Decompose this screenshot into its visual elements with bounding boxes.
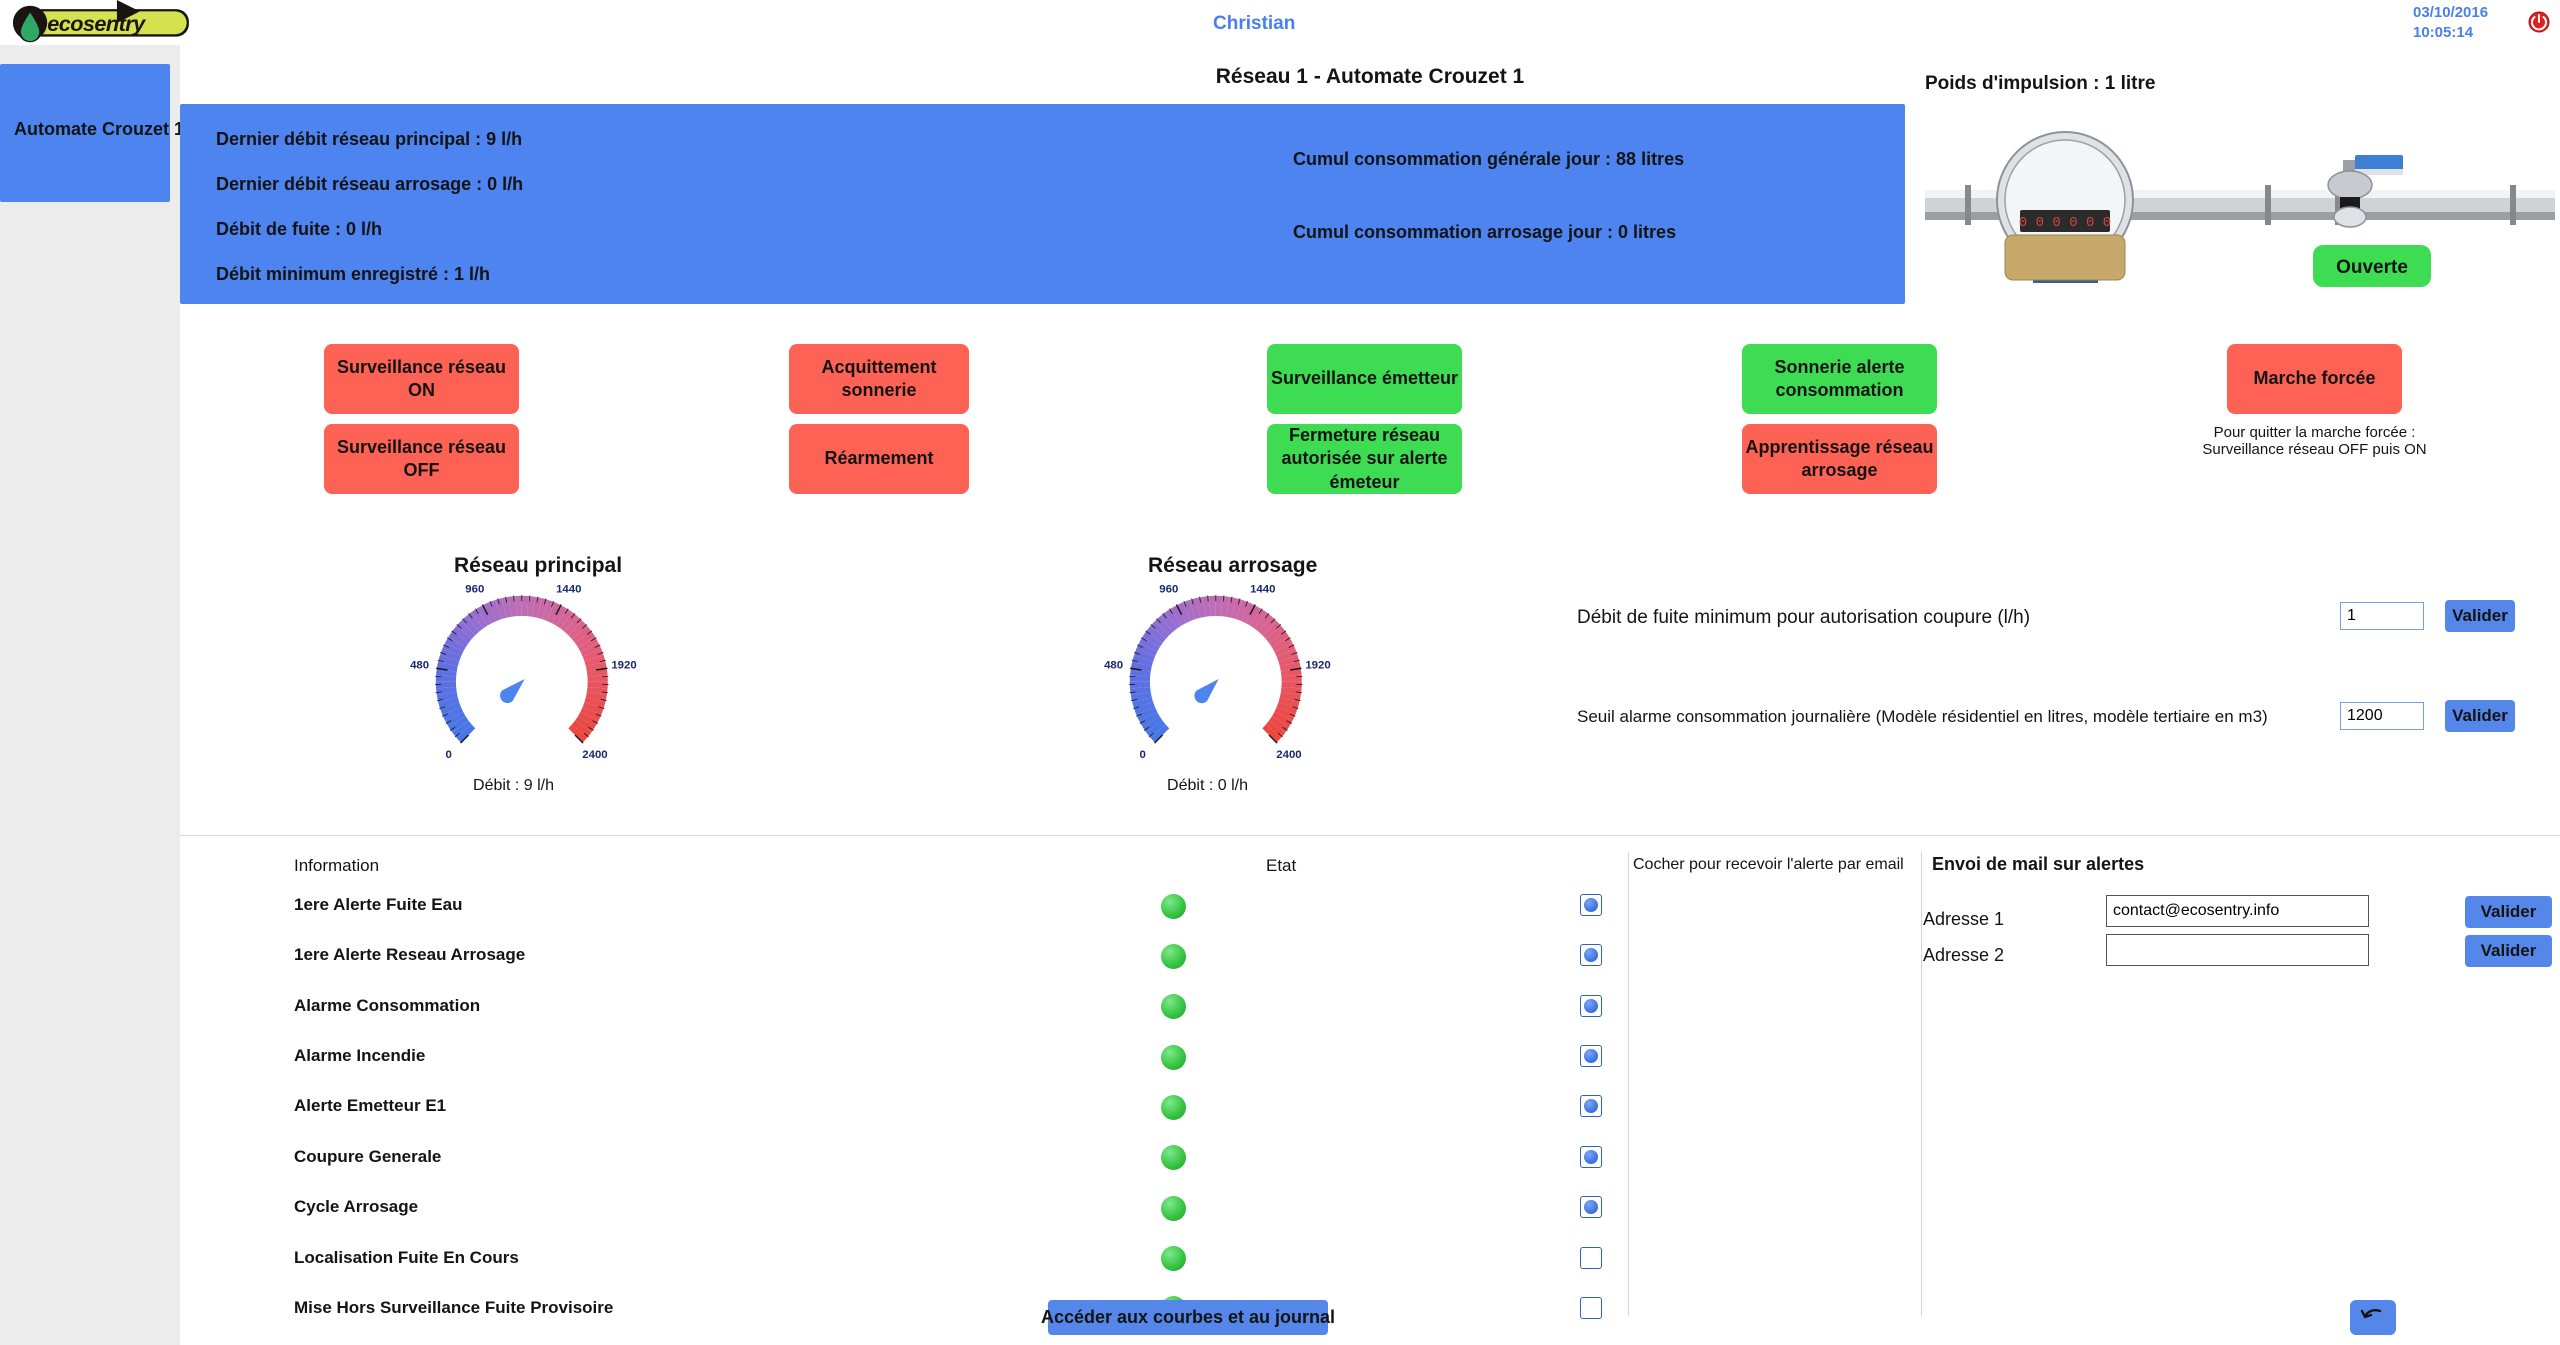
svg-text:480: 480 — [1104, 660, 1123, 672]
svg-text:1440: 1440 — [556, 584, 581, 596]
svg-text:0: 0 — [445, 749, 451, 761]
svg-text:2400: 2400 — [1276, 749, 1301, 761]
svg-text:960: 960 — [1159, 584, 1178, 596]
svg-text:960: 960 — [465, 584, 484, 596]
svg-text:480: 480 — [410, 660, 429, 672]
svg-text:1920: 1920 — [611, 660, 636, 672]
svg-text:2400: 2400 — [582, 749, 607, 761]
svg-text:1440: 1440 — [1250, 584, 1275, 596]
svg-text:ecosentry: ecosentry — [47, 11, 146, 36]
svg-text:1920: 1920 — [1305, 660, 1330, 672]
svg-text:0 0 0 0 0 0: 0 0 0 0 0 0 — [2019, 215, 2111, 231]
svg-text:0: 0 — [1139, 749, 1145, 761]
svg-text:Ouverte: Ouverte — [2336, 257, 2408, 278]
